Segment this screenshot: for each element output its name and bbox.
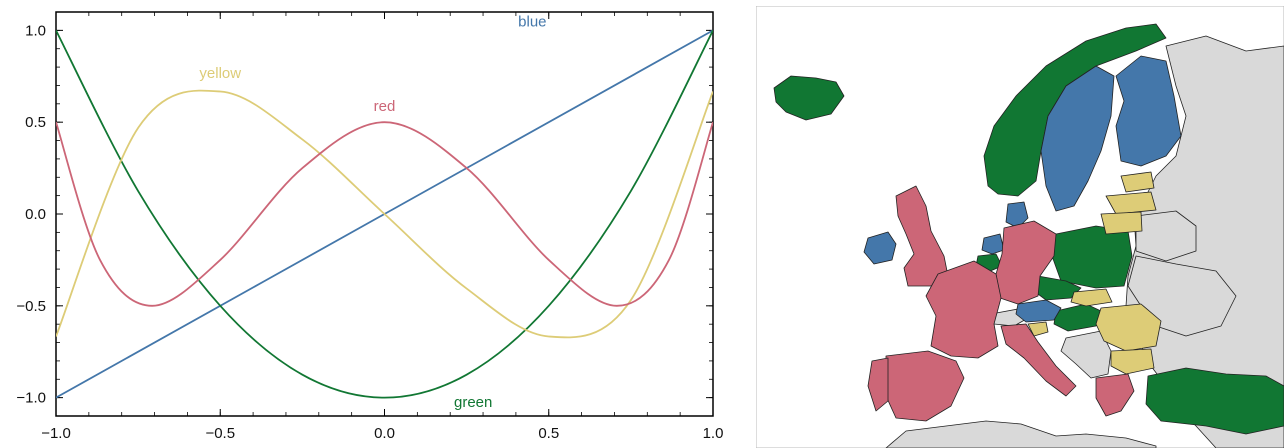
country-norway [983,23,1167,197]
y-tick-label: 1.0 [25,22,46,39]
x-axis: −1.0 −0.5 0.0 0.5 1.0 [41,12,723,442]
country-italy [1000,323,1077,397]
series-line-green [56,29,713,399]
series-label-red: red [374,98,396,115]
series-labels: blue green yellow red [199,14,546,411]
country-turkey [1145,367,1284,435]
country-bulgaria [1110,348,1155,375]
y-axis: −1.0 −0.5 0.0 0.5 1.0 [16,22,713,407]
series-label-green: green [454,394,492,411]
series-line-yellow [56,89,713,339]
country-north-africa [885,420,1157,448]
country-poland [1051,225,1133,289]
y-tick-label: −0.5 [16,298,46,315]
country-ireland [863,231,897,265]
country-slovakia [1070,288,1113,307]
series-label-blue: blue [518,14,546,31]
country-romania [1095,303,1162,352]
europe-map [756,6,1284,448]
country-portugal [867,357,889,412]
country-austria [1015,299,1062,323]
x-tick-label: −0.5 [205,425,235,442]
country-lithuania [1100,211,1143,235]
country-germany [995,220,1057,305]
y-tick-label: 0.5 [25,114,46,131]
country-denmark [1005,201,1029,229]
country-greece [1095,373,1135,417]
country-estonia [1120,171,1155,193]
country-netherlands [981,233,1005,255]
country-slovenia [1027,321,1049,337]
country-latvia [1105,191,1157,215]
series-line-red [56,121,713,307]
series-label-yellow: yellow [199,65,241,82]
x-tick-label: 0.5 [538,425,559,442]
country-belarus [1135,210,1197,262]
country-spain [885,350,965,422]
series-lines [56,29,713,399]
country-iceland [773,75,845,121]
x-tick-label: −1.0 [41,425,71,442]
country-finland [1115,55,1182,167]
x-tick-label: 0.0 [374,425,395,442]
x-tick-label: 1.0 [703,425,724,442]
y-tick-label: −1.0 [16,390,46,407]
line-chart: −1.0 −0.5 0.0 0.5 1.0 −1.0 −0.5 0.0 0.5 1.0 blue… [16,11,723,442]
country-sweden [1040,65,1115,212]
y-tick-label: 0.0 [25,206,46,223]
country-france [925,260,1002,359]
